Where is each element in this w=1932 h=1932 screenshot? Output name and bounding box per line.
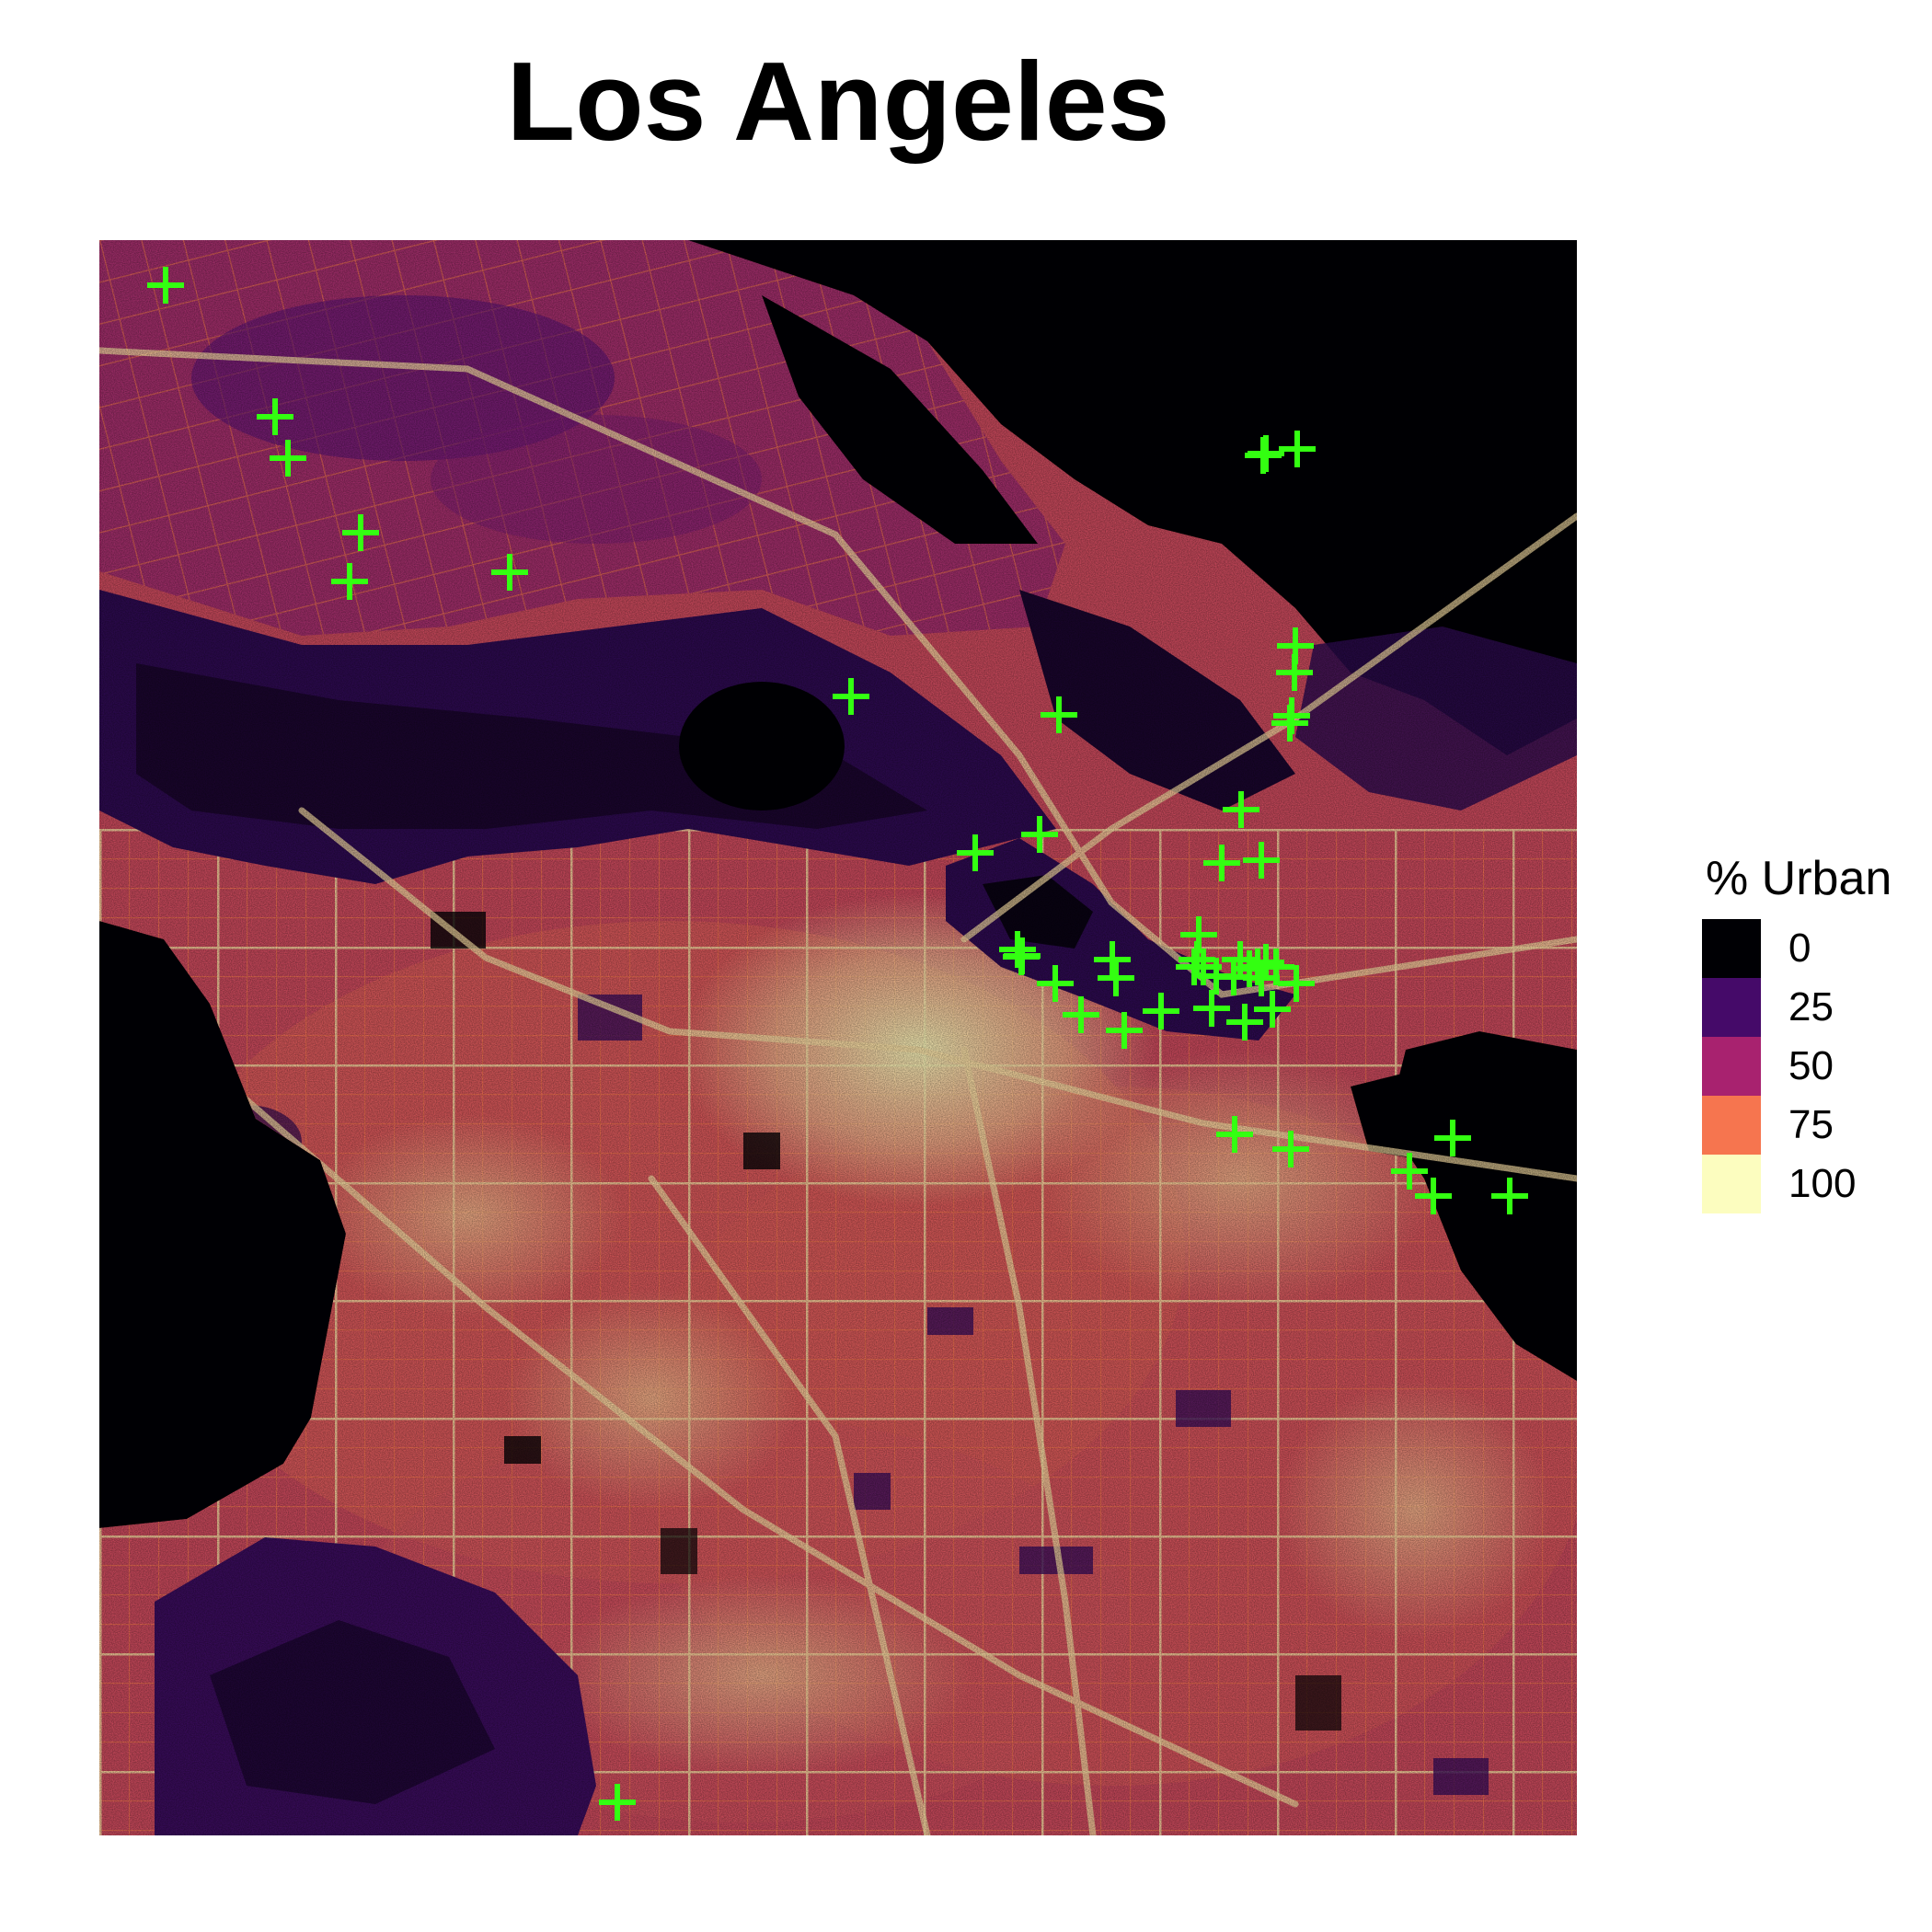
- plus-marker[interactable]: [147, 267, 184, 304]
- plus-marker[interactable]: [342, 514, 379, 551]
- legend-swatch: [1702, 1096, 1761, 1155]
- plus-marker[interactable]: [1021, 816, 1058, 853]
- legend-swatch: [1702, 919, 1761, 978]
- plus-marker[interactable]: [1203, 845, 1240, 881]
- legend-item-50: 50: [1702, 1037, 1892, 1096]
- legend-item-75: 75: [1702, 1096, 1892, 1155]
- plus-marker[interactable]: [1278, 965, 1315, 1002]
- plus-marker[interactable]: [1098, 960, 1134, 996]
- plus-marker[interactable]: [1243, 960, 1280, 996]
- plus-marker[interactable]: [1176, 949, 1213, 985]
- plus-marker[interactable]: [1245, 437, 1282, 474]
- plus-marker[interactable]: [1216, 1116, 1253, 1153]
- map-title: Los Angeles: [506, 39, 1170, 164]
- legend-label: 25: [1788, 984, 1834, 1029]
- legend-item-0: 0: [1702, 919, 1892, 978]
- plus-marker[interactable]: [1094, 941, 1131, 978]
- legend: % Urban 0 25 50 75 100: [1702, 851, 1892, 1213]
- plus-marker[interactable]: [833, 678, 869, 715]
- legend-label: 50: [1788, 1043, 1834, 1088]
- urban-map-panel[interactable]: [99, 240, 1577, 1835]
- plus-marker[interactable]: [1434, 1120, 1471, 1156]
- plus-marker[interactable]: [1037, 965, 1074, 1002]
- plus-marker[interactable]: [599, 1784, 636, 1821]
- plus-marker[interactable]: [491, 554, 528, 591]
- plus-marker[interactable]: [270, 440, 306, 477]
- plus-marker[interactable]: [1041, 696, 1077, 733]
- plus-marker[interactable]: [1391, 1153, 1428, 1190]
- plus-marker[interactable]: [1193, 990, 1230, 1027]
- legend-label: 75: [1788, 1102, 1834, 1147]
- plus-marker[interactable]: [957, 834, 994, 871]
- legend-label: 100: [1788, 1161, 1857, 1206]
- legend-swatch: [1702, 1155, 1761, 1213]
- legend-item-25: 25: [1702, 978, 1892, 1037]
- plus-marker[interactable]: [1272, 1131, 1309, 1167]
- plus-marker[interactable]: [1226, 1004, 1263, 1041]
- plus-marker[interactable]: [1279, 431, 1316, 467]
- plus-marker[interactable]: [257, 398, 293, 435]
- plus-marker[interactable]: [1243, 842, 1280, 879]
- legend-label: 0: [1788, 926, 1811, 971]
- legend-item-100: 100: [1702, 1155, 1892, 1213]
- plus-marker[interactable]: [1143, 993, 1179, 1029]
- plus-marker[interactable]: [1106, 1012, 1143, 1049]
- plus-marker[interactable]: [1415, 1178, 1452, 1214]
- legend-swatch: [1702, 978, 1761, 1037]
- site-marker-layer: [147, 267, 1528, 1821]
- plus-marker[interactable]: [1276, 654, 1313, 691]
- plus-marker[interactable]: [1063, 996, 1099, 1033]
- plus-marker[interactable]: [1004, 937, 1041, 974]
- plus-marker[interactable]: [1491, 1178, 1528, 1214]
- plus-marker[interactable]: [1271, 705, 1308, 742]
- plus-marker[interactable]: [1198, 958, 1235, 995]
- urban-raster-map[interactable]: [99, 240, 1577, 1835]
- plus-marker[interactable]: [999, 931, 1036, 968]
- legend-swatch: [1702, 1037, 1761, 1096]
- plus-marker[interactable]: [1223, 791, 1259, 828]
- plus-marker[interactable]: [331, 563, 368, 600]
- legend-title: % Urban: [1706, 852, 1892, 905]
- plus-marker[interactable]: [1254, 991, 1291, 1028]
